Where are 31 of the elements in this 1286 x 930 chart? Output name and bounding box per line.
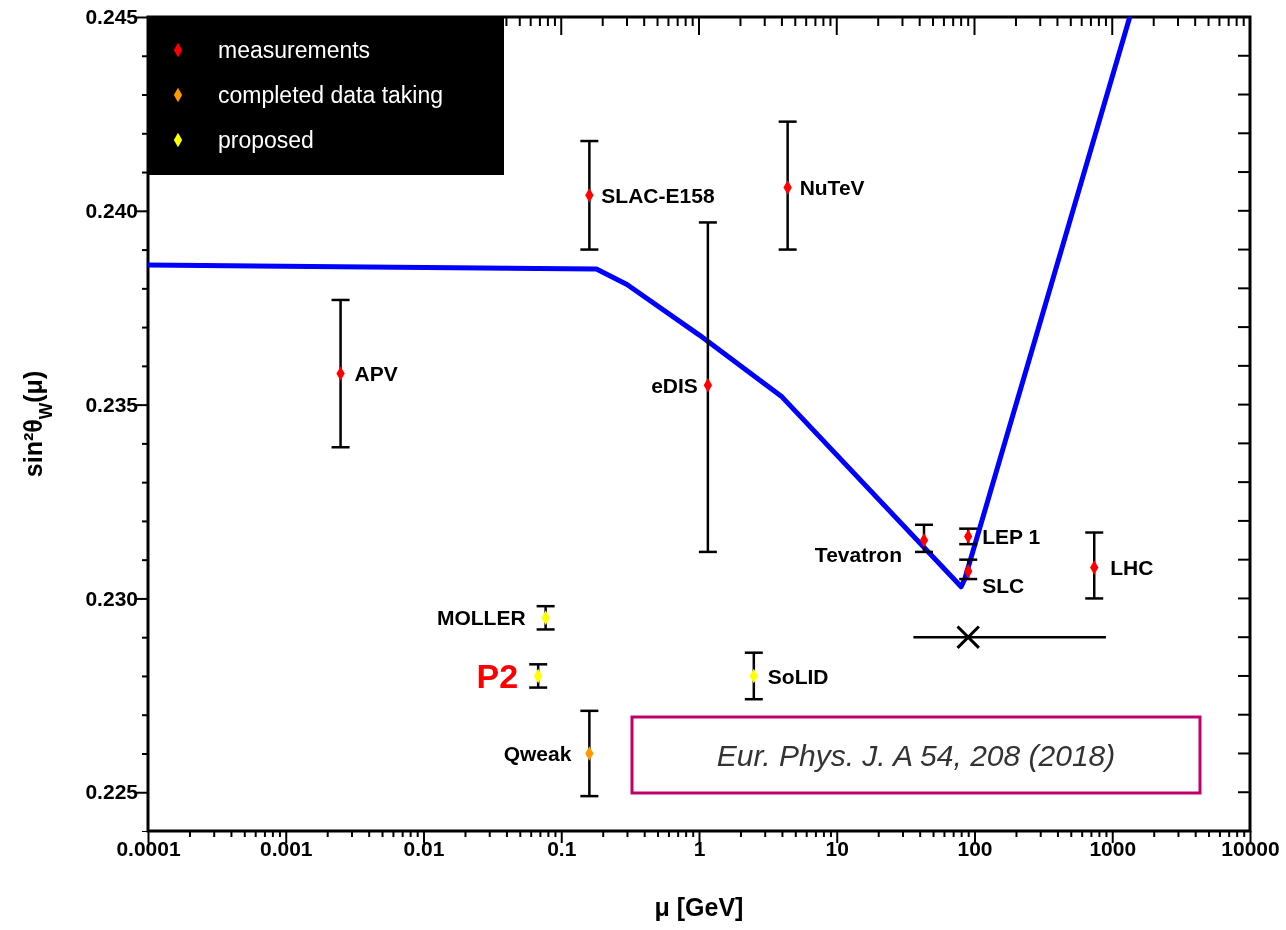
x-axis-title: μ [GeV] xyxy=(654,893,744,921)
x-tick-label: 10000 xyxy=(1221,836,1280,860)
annotation: Eur. Phys. J. A 54, 208 (2018) xyxy=(716,738,1116,772)
annotation: NuTeV xyxy=(799,176,865,200)
y-tick-label: 0.225 xyxy=(85,780,139,804)
annotation: Tevatron xyxy=(814,542,903,566)
annotation: LHC xyxy=(1110,555,1154,579)
y-tick-label: 0.230 xyxy=(85,586,138,610)
annotation: MOLLER xyxy=(436,606,526,630)
annotation: APV xyxy=(354,362,398,386)
x-tick-label: 0.01 xyxy=(403,836,445,860)
y-tick-label: 0.240 xyxy=(85,199,138,223)
annotation: Qweak xyxy=(503,742,572,766)
x-tick-label: 100 xyxy=(957,836,993,860)
annotation: LEP 1 xyxy=(982,524,1041,548)
y-tick-label: 0.235 xyxy=(85,392,139,416)
x-tick-label: 0.1 xyxy=(547,836,577,860)
annotation: SLAC-E158 xyxy=(601,183,715,207)
x-tick-label: 1 xyxy=(693,836,706,860)
annotation: SLC xyxy=(982,573,1025,597)
legend-label: completed data taking xyxy=(218,82,444,109)
x-tick-label: 1000 xyxy=(1089,836,1137,860)
y-tick-label: 0.245 xyxy=(85,5,139,29)
x-tick-label: 0.001 xyxy=(259,836,313,860)
annotation: eDIS xyxy=(651,373,698,397)
legend-label: proposed xyxy=(218,127,314,154)
x-tick-label: 0.0001 xyxy=(116,836,181,860)
annotation: SoLID xyxy=(767,664,829,688)
x-tick-label: 10 xyxy=(825,836,849,860)
legend-label: measurements xyxy=(218,37,371,64)
annotation: P2 xyxy=(476,657,519,696)
